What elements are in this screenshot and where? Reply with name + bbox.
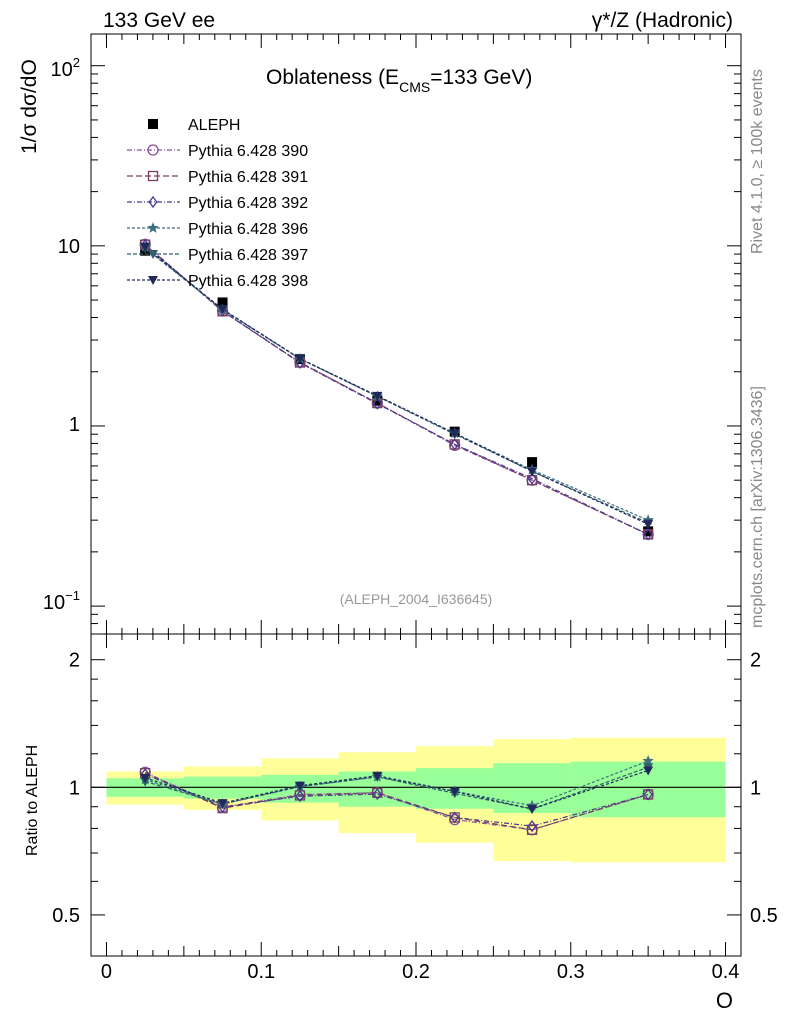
main-point-s6-5: [527, 467, 538, 477]
ratio-point-s3-6: [642, 755, 654, 766]
main-point-s6-3: [372, 391, 383, 401]
main-point-s0-1: [217, 297, 228, 308]
ratio-point-s5-6: [643, 766, 654, 776]
main-point-s3-5: [527, 472, 537, 485]
plot-title-sub: CMS: [399, 79, 430, 95]
ratio-point-s2-6: [643, 788, 653, 801]
ratio-ytick-label-right: 0.5: [750, 905, 778, 927]
ytick-label-0-1-mant: 10: [43, 592, 65, 614]
ratio-point-s1-5: [526, 824, 538, 835]
ratio-ytick-label-right: 2: [750, 650, 761, 672]
ytick-label-100-exp: 2: [73, 55, 80, 70]
ratio-point-s2-5: [527, 820, 537, 833]
main-panel: [90, 33, 742, 635]
ratio-point-s5-0: [140, 773, 151, 783]
main-point-s3-4: [450, 438, 460, 451]
ytick-label-10: 10: [58, 236, 80, 258]
xtick-label: 0.3: [557, 961, 585, 983]
xtick-label: 0.2: [402, 961, 430, 983]
ratio-ylabel: Ratio to ALEPH: [24, 745, 41, 856]
ytick-label-1: 1: [69, 414, 80, 436]
main-point-s0-5: [527, 457, 538, 468]
xtick-label: 0.1: [247, 961, 275, 983]
header-left-label: 133 GeV ee: [103, 9, 215, 32]
plot-title-main: Oblateness (E: [266, 66, 399, 89]
analysis-id: (ALEPH_2004_I636645): [340, 591, 493, 607]
site-label: mcplots.cern.ch [arXiv:1306.3436]: [749, 386, 766, 628]
legend-marker-2: [147, 170, 159, 182]
ratio-ytick-label-left: 2: [69, 650, 80, 672]
ratio-point-s2-2: [295, 790, 305, 803]
legend-label-1: Pythia 6.428 390: [188, 143, 308, 160]
main-ylabel: 1/σ dσ/dO: [18, 59, 41, 154]
ratio-point-s5-2: [294, 781, 305, 791]
ratio-point-s2-4: [450, 811, 460, 824]
main-point-s0-6: [643, 526, 654, 537]
main-point-s6-2: [294, 354, 305, 364]
legend-label-0: ALEPH: [188, 117, 240, 134]
ratio-ytick-label-left: 0.5: [52, 905, 80, 927]
ytick-label-100-mant: 10: [51, 59, 73, 81]
legend-marker-5: [148, 250, 158, 259]
main-point-s3-6: [643, 528, 653, 541]
legend-label-3: Pythia 6.428 392: [188, 195, 308, 212]
legend-label-6: Pythia 6.428 398: [188, 273, 308, 290]
ratio-ytick-label-right: 1: [750, 777, 761, 799]
ratio-point-s5-1: [217, 799, 228, 809]
ytick-label-100: 102: [51, 55, 80, 81]
ratio-point-s5-5: [527, 804, 538, 814]
main-point-s6-0: [140, 242, 151, 252]
plot-title-tail: =133 GeV): [430, 66, 532, 89]
xtick-label: 0.4: [712, 961, 740, 983]
ratio-ytick-label-left: 1: [69, 777, 80, 799]
ytick-label-0-1-exp: −1: [65, 588, 80, 603]
legend-marker-1: [147, 144, 159, 156]
main-point-s6-6: [643, 520, 654, 530]
xtick-label: 0: [101, 961, 112, 983]
ratio-xlabel: O: [716, 988, 733, 1013]
main-point-s6-1: [217, 305, 228, 315]
legend-marker-3: [148, 195, 158, 209]
ratio-point-s2-3: [372, 787, 382, 801]
ratio-panel: 2 2 1 1 0.5 0.5 0 0.1 0.2 0.3 0.4: [52, 633, 778, 983]
legend-marker-4: [147, 222, 159, 233]
legend-label-2: Pythia 6.428 391: [188, 169, 308, 186]
header-right-label: γ*/Z (Hadronic): [592, 9, 733, 32]
ytick-label-0-1: 10−1: [43, 588, 80, 614]
ratio-point-s5-3: [372, 771, 383, 781]
legend: ALEPH Pythia 6.428 390 Pythia 6.428 391 Pyt…: [127, 117, 308, 290]
legend-marker-6: [148, 276, 158, 285]
legend-label-5: Pythia 6.428 397: [188, 247, 308, 264]
main-point-s6-4: [449, 429, 460, 439]
main-point-s3-3: [372, 397, 382, 410]
legend-label-4: Pythia 6.428 396: [188, 221, 308, 238]
plot-title: Oblateness (ECMS=133 GeV): [266, 66, 532, 95]
rivet-label: Rivet 4.1.0, ≥ 100k events: [749, 69, 766, 254]
legend-marker-0: [148, 119, 158, 129]
ratio-point-s5-4: [449, 787, 460, 797]
